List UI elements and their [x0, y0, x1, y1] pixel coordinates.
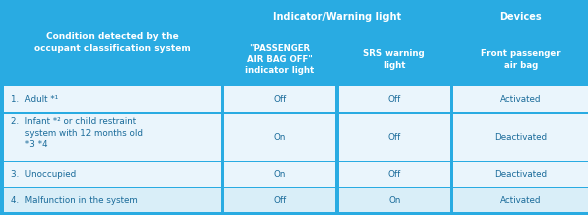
Text: Indicator/Warning light: Indicator/Warning light [273, 12, 401, 22]
Text: Front passenger
air bag: Front passenger air bag [481, 49, 560, 69]
Bar [4, 189, 220, 212]
Text: SRS warning
light: SRS warning light [363, 49, 425, 69]
Bar [224, 114, 335, 161]
Text: Deactivated: Deactivated [494, 170, 547, 179]
Bar [339, 162, 450, 187]
Bar [224, 1, 450, 33]
Bar [453, 34, 588, 84]
Bar [224, 86, 335, 112]
Text: Activated: Activated [500, 95, 542, 104]
Bar [453, 86, 588, 112]
Text: 1.  Adult *¹: 1. Adult *¹ [11, 95, 58, 104]
Text: 2.  Infant *² or child restraint
     system with 12 months old
     *3 *4: 2. Infant *² or child restraint system w… [11, 117, 142, 149]
Text: Off: Off [273, 95, 286, 104]
Bar [224, 189, 335, 212]
Text: 3.  Unoccupied: 3. Unoccupied [11, 170, 76, 179]
Bar [4, 162, 220, 187]
Bar [339, 189, 450, 212]
Bar [224, 162, 335, 187]
Text: Off: Off [273, 196, 286, 205]
Bar [339, 114, 450, 161]
Bar [4, 114, 220, 161]
Text: "PASSENGER
AIR BAG OFF"
indicator light: "PASSENGER AIR BAG OFF" indicator light [245, 44, 314, 75]
Text: Off: Off [387, 95, 401, 104]
Bar [453, 1, 588, 33]
Bar [339, 34, 450, 84]
Bar [224, 34, 335, 84]
Bar [4, 86, 220, 112]
Bar [453, 114, 588, 161]
Bar [4, 1, 220, 84]
Text: 4.  Malfunction in the system: 4. Malfunction in the system [11, 196, 138, 205]
Text: Devices: Devices [499, 12, 542, 22]
Text: Off: Off [387, 133, 401, 142]
Bar [339, 86, 450, 112]
Text: Off: Off [387, 170, 401, 179]
Text: Condition detected by the
occupant classification system: Condition detected by the occupant class… [34, 32, 191, 53]
Text: Deactivated: Deactivated [494, 133, 547, 142]
Text: On: On [273, 133, 286, 142]
Text: Activated: Activated [500, 196, 542, 205]
Bar [453, 162, 588, 187]
Text: On: On [273, 170, 286, 179]
Bar [453, 189, 588, 212]
Text: On: On [388, 196, 400, 205]
